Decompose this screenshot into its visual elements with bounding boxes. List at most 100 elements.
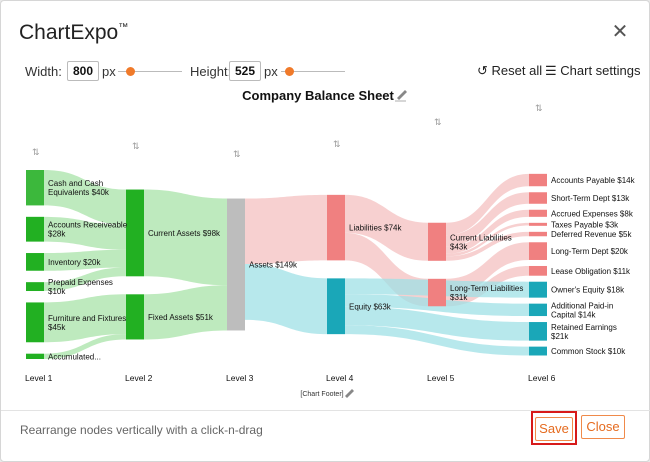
width-slider-handle[interactable] [126, 67, 135, 76]
width-input[interactable] [67, 61, 99, 81]
link-fa-assets[interactable] [144, 285, 227, 340]
link-cl-tax[interactable] [446, 222, 529, 257]
link-cl-std[interactable] [446, 192, 529, 247]
link-cl-ap[interactable] [446, 173, 529, 236]
node-equity[interactable] [327, 278, 345, 335]
chart-settings-label: Chart settings [560, 63, 641, 78]
node-label-ar: Accounts Receiveable $28k [48, 221, 128, 239]
node-fa[interactable] [126, 294, 144, 340]
node-label-apic: Additional Paid-in Capital $14k [551, 301, 613, 319]
node-ltl[interactable] [428, 278, 446, 307]
width-slider[interactable] [118, 67, 182, 76]
trademark-mark: ™ [118, 22, 129, 33]
node-label-oe: Owner's Equity $18k [551, 286, 625, 295]
level-sort-icon-6[interactable]: ⇅ [535, 103, 543, 113]
node-label-liab: Liabilities $74k [349, 224, 402, 233]
node-liab[interactable] [327, 194, 345, 261]
node-label-cl: Current Liabilities $43k [450, 233, 512, 251]
node-ca[interactable] [126, 189, 144, 277]
height-slider[interactable] [281, 67, 345, 76]
node-inv[interactable] [26, 253, 44, 271]
node-label-ca: Current Assets $98k [148, 229, 221, 238]
link-cash-ca[interactable] [44, 170, 126, 225]
link-equity-cs[interactable] [345, 325, 529, 356]
node-label-accum: Accumulated... [48, 352, 101, 361]
link-ca-assets[interactable] [144, 189, 227, 286]
level-label-2: Level 2 [125, 373, 153, 383]
node-label-equity: Equity $63k [349, 302, 392, 311]
sankey-nodes [26, 170, 547, 359]
width-unit: px [102, 64, 116, 79]
chart-title[interactable]: Company Balance Sheet [242, 88, 394, 103]
node-label-re: Retained Earnings $21k [551, 323, 617, 341]
save-button[interactable]: Save [535, 417, 573, 441]
close-button[interactable]: Close [581, 415, 625, 439]
height-input[interactable] [229, 61, 261, 81]
node-oe[interactable] [529, 281, 547, 298]
node-label-tax: Taxes Payable $3k [551, 220, 619, 229]
link-inv-ca[interactable] [44, 249, 126, 271]
node-label-ltd: Long-Term Dept $20k [551, 247, 629, 256]
footer-edit-icon[interactable] [345, 389, 354, 398]
node-prep[interactable] [26, 282, 44, 292]
level-sort-icon-5[interactable]: ⇅ [434, 117, 442, 127]
close-icon[interactable]: ✕ [611, 21, 629, 43]
link-accum-fa[interactable] [44, 334, 126, 359]
link-equity-re[interactable] [345, 306, 529, 341]
node-label-cs: Common Stock $10k [551, 347, 626, 356]
level-sort-icon-4[interactable]: ⇅ [333, 139, 341, 149]
node-cl[interactable] [428, 222, 446, 261]
node-defrev[interactable] [529, 231, 547, 237]
node-ltd[interactable] [529, 242, 547, 260]
node-label-lease: Lease Obligation $11k [551, 267, 631, 276]
level-sort-icon-1[interactable]: ⇅ [32, 147, 40, 157]
node-accum[interactable] [26, 353, 44, 359]
node-furn[interactable] [26, 302, 44, 343]
node-label-furn: Furniture and Fixtures $45k [48, 314, 126, 332]
node-ar[interactable] [26, 216, 44, 242]
link-cl-accr[interactable] [446, 209, 529, 254]
chart-area: Company Balance Sheet Cash and Cash Equiv… [1, 83, 650, 409]
node-ap[interactable] [529, 173, 547, 187]
node-label-ltl: Long-Term Liabilities $31k [450, 284, 523, 302]
dialog-title: ChartExpo™ [19, 21, 129, 44]
node-label-defrev: Deferred Revenue $5k [551, 230, 632, 239]
node-lease[interactable] [529, 265, 547, 276]
chart-settings-button[interactable]: ☰ Chart settings [545, 63, 640, 79]
node-label-inv: Inventory $20k [48, 258, 101, 267]
node-tax[interactable] [529, 222, 547, 226]
node-cash[interactable] [26, 170, 44, 206]
link-liab-cl[interactable] [345, 194, 428, 261]
footer-divider [1, 410, 650, 411]
save-highlight: Save [531, 411, 577, 445]
link-ar-ca[interactable] [44, 216, 126, 250]
link-furn-fa[interactable] [44, 294, 126, 343]
node-assets[interactable] [227, 198, 245, 331]
node-label-prep: Prepaid Expenses $10k [48, 278, 113, 296]
node-label-accr: Accrued Expenses $8k [551, 209, 634, 218]
node-std[interactable] [529, 192, 547, 204]
level-label-6: Level 6 [528, 373, 556, 383]
node-label-cash: Cash and Cash Equivalents $40k [48, 179, 110, 197]
node-label-assets: Assets $149k [249, 261, 298, 270]
node-cs[interactable] [529, 346, 547, 356]
node-accr[interactable] [529, 209, 547, 217]
link-prep-ca[interactable] [44, 267, 126, 292]
level-label-4: Level 4 [326, 373, 354, 383]
node-re[interactable] [529, 322, 547, 341]
reset-all-button[interactable]: ↺ Reset all [477, 63, 542, 79]
sankey-chart: Company Balance Sheet Cash and Cash Equiv… [25, 88, 636, 398]
link-cl-defrev[interactable] [446, 231, 529, 261]
reset-icon: ↺ [477, 63, 488, 78]
level-sort-icon-2[interactable]: ⇅ [132, 141, 140, 151]
level-label-5: Level 5 [427, 373, 455, 383]
level-sort-icon-3[interactable]: ⇅ [233, 149, 241, 159]
chart-footer[interactable]: [Chart Footer] [300, 391, 343, 398]
title-edit-icon[interactable] [395, 90, 407, 102]
height-slider-handle[interactable] [285, 67, 294, 76]
link-assets-liab[interactable] [245, 194, 327, 265]
link-assets-equity[interactable] [245, 264, 327, 335]
node-apic[interactable] [529, 303, 547, 317]
footer-hint: Rearrange nodes vertically with a click-… [20, 423, 263, 437]
